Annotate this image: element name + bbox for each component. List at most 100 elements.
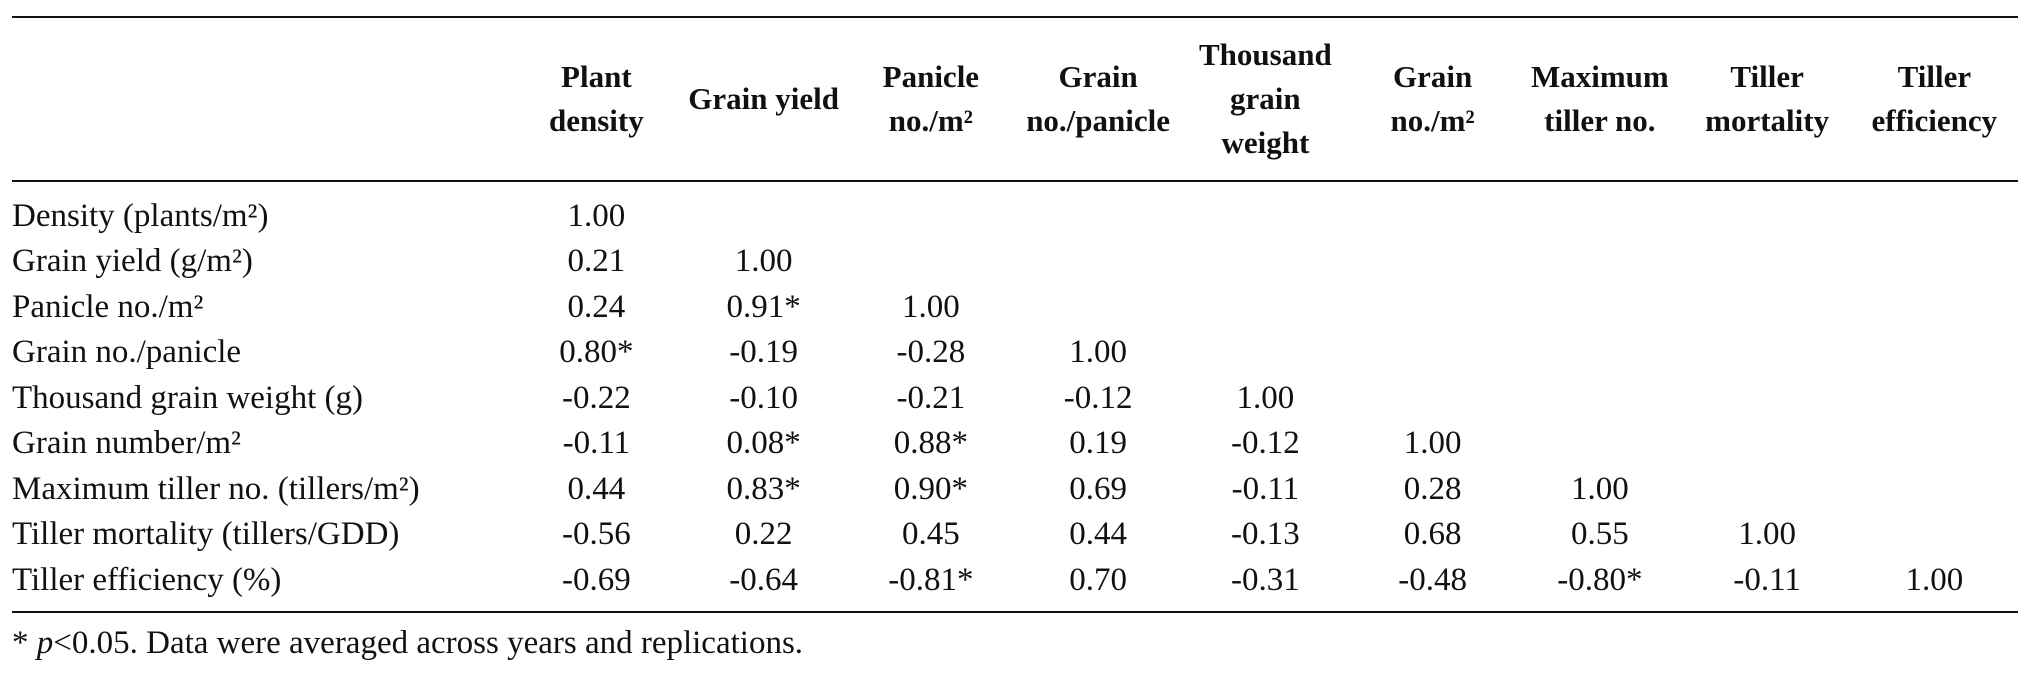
row-label: Density (plants/m²) <box>12 198 269 234</box>
table-cell: -0.19 <box>729 334 798 371</box>
table-cell: 1.00 <box>1738 516 1796 553</box>
table-cell: 1.00 <box>1570 470 1629 507</box>
table-row: Density (plants/m²) 1.00 <box>12 181 2018 239</box>
column-header: Grain no./m² <box>1348 16 1517 182</box>
table-row: Tiller efficiency (%) -0.69 -0.64 -0.81* 0.7… <box>12 557 2018 613</box>
table-cell <box>1349 181 1516 239</box>
table-cell: -0.48 <box>1348 557 1517 613</box>
table-cell: 0.90* <box>893 470 968 507</box>
table-cell <box>1683 285 1850 331</box>
table-cell: -0.69 <box>512 557 680 613</box>
footnote-star: * <box>12 625 37 661</box>
table-row: Grain number/m² -0.11 0.08* 0.88* 0.19 -0.12 1… <box>12 421 2018 467</box>
column-header: Grain no./panicle <box>1014 16 1182 182</box>
table-cell <box>847 181 1014 239</box>
footnote-p: p <box>36 625 54 661</box>
table-cell <box>1683 467 1850 513</box>
table-cell: 1.00 <box>1403 425 1462 462</box>
footnote-text: <0.05. Data were averaged across years a… <box>53 625 804 661</box>
table-cell: 0.19 <box>1069 425 1127 462</box>
table-cell <box>1516 285 1683 331</box>
table-cell: 1.00 <box>1236 379 1295 416</box>
table-cell: -0.11 <box>1231 470 1300 507</box>
column-header: Panicle no./m² <box>847 16 1015 182</box>
row-label: Tiller efficiency (%) <box>12 557 513 613</box>
table-row: Grain no./panicle 0.80* -0.19 -0.28 1.00 <box>12 330 2018 376</box>
column-header-label: Plant density <box>548 59 644 138</box>
table-cell <box>1516 239 1683 285</box>
table-cell <box>1683 239 1850 285</box>
table-cell: 0.08* <box>726 425 801 462</box>
table-cell: 0.22 <box>734 516 793 553</box>
table-cell <box>1014 285 1181 331</box>
table-cell: 0.55 <box>1570 516 1629 553</box>
table-cell <box>1516 376 1683 422</box>
table-row: Thousand grain weight (g) -0.22 -0.10 -0.21… <box>12 376 2018 422</box>
column-header: Thousand grain weight <box>1181 16 1349 182</box>
table-cell: -0.22 <box>561 379 631 416</box>
table-cell <box>1516 330 1683 376</box>
table-cell: 0.70 <box>1014 557 1182 613</box>
table-cell <box>1851 181 2018 239</box>
table-row: Panicle no./m² 0.24 0.91* 1.00 <box>12 285 2018 331</box>
column-header: Grain yield <box>679 16 848 182</box>
column-header-label: Tiller efficiency <box>1871 59 1998 138</box>
table-cell <box>1014 239 1181 285</box>
table-cell <box>1349 330 1516 376</box>
table-cell: -0.11 <box>562 425 631 462</box>
table-cell <box>1182 330 1349 376</box>
table-cell <box>1014 181 1181 239</box>
table-cell <box>1851 239 2018 285</box>
row-label: Grain number/m² <box>12 425 241 462</box>
table-cell: 0.80* <box>559 334 634 371</box>
table-cell <box>1683 421 1850 467</box>
table-cell: -0.28 <box>896 334 966 371</box>
table-cell <box>1349 376 1516 422</box>
table-cell <box>1182 285 1349 331</box>
table-row: Tiller mortality (tillers/GDD) -0.56 0.22 0… <box>12 512 2018 558</box>
table-cell <box>1683 376 1850 422</box>
column-header-label: Thousand grain weight <box>1199 37 1332 160</box>
table-cell: -0.80* <box>1516 557 1684 613</box>
table-cell: 0.91* <box>726 288 801 325</box>
column-header-label: Panicle no./m² <box>882 59 980 138</box>
footnote: * p<0.05. Data were averaged across year… <box>12 625 803 662</box>
table-cell: 1.00 <box>567 198 626 234</box>
column-header: Tiller mortality <box>1683 16 1851 182</box>
table-cell: -0.10 <box>729 379 798 416</box>
table-row: Grain yield (g/m²) 0.21 1.00 <box>12 239 2018 285</box>
table-cell <box>1851 421 2018 467</box>
row-label: Grain yield (g/m²) <box>12 243 253 280</box>
table-cell: 0.68 <box>1403 516 1462 553</box>
column-header: Plant density <box>512 16 680 182</box>
table-cell: 0.45 <box>901 516 960 553</box>
row-label: Grain no./panicle <box>12 334 242 371</box>
table-cell <box>1851 467 2018 513</box>
column-header: Maximum tiller no. <box>1516 16 1684 182</box>
table-cell: 0.44 <box>567 470 626 507</box>
table-cell <box>1851 512 2018 558</box>
table-cell: 0.24 <box>567 288 626 325</box>
table-cell: -0.13 <box>1230 516 1300 553</box>
table-cell: -0.81* <box>847 557 1015 613</box>
row-label: Panicle no./m² <box>12 288 204 325</box>
table-cell <box>847 239 1014 285</box>
column-header-label: Grain yield <box>688 81 839 116</box>
table-cell: 1.00 <box>901 288 960 325</box>
table-cell: 0.88* <box>893 425 968 462</box>
table-cell: 1.00 <box>1850 557 2018 613</box>
table-cell: -0.12 <box>1063 379 1133 416</box>
table-body: Density (plants/m²) 1.00 Grain yield (g/m²… <box>12 181 2018 613</box>
table-cell: -0.56 <box>561 516 631 553</box>
table-cell <box>1516 181 1683 239</box>
column-header-label: Grain no./panicle <box>1026 59 1171 138</box>
table-cell: -0.21 <box>896 379 966 416</box>
column-header: Tiller efficiency <box>1850 16 2018 182</box>
table-row: Maximum tiller no. (tillers/m²) 0.44 0.83*… <box>12 467 2018 513</box>
column-header-label: Maximum tiller no. <box>1530 59 1669 138</box>
table-cell: 0.69 <box>1069 470 1127 507</box>
header-row: Plant density Grain yield Panicle no./m² Gr… <box>12 16 2018 182</box>
row-label: Thousand grain weight (g) <box>12 379 363 416</box>
table-cell: 0.44 <box>1069 516 1127 553</box>
